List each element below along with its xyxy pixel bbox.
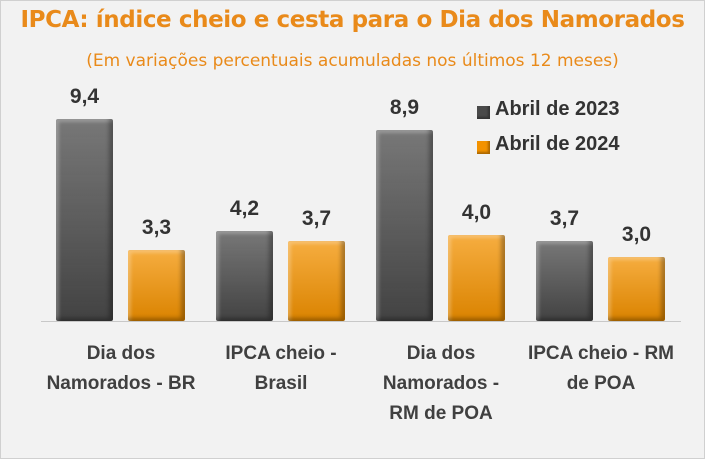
- bar: [288, 241, 345, 321]
- value-label: 3,7: [549, 207, 580, 231]
- bar: [128, 250, 185, 321]
- bar: [608, 256, 665, 321]
- baseline: [41, 321, 681, 322]
- bar: [376, 129, 433, 321]
- value-label: 3,7: [301, 207, 332, 231]
- x-tick-label: IPCA cheio - RM de POA: [527, 343, 675, 394]
- legend-swatch: [477, 106, 490, 119]
- x-tick-label: Dia dos Namorados - BR: [46, 343, 196, 394]
- x-tick-label: Dia dos Namorados - RM de POA: [382, 343, 500, 424]
- bar: [536, 241, 593, 321]
- chart-subtitle: (Em variações percentuais acumuladas nos…: [86, 51, 619, 71]
- value-label: 4,2: [229, 196, 260, 220]
- value-label: 8,9: [389, 95, 420, 119]
- bar: [448, 235, 505, 321]
- value-label: 4,0: [461, 201, 492, 224]
- bar: [56, 118, 113, 321]
- legend-label: Abril de 2024: [495, 133, 620, 155]
- bar: [216, 230, 273, 321]
- value-label: 9,4: [69, 84, 100, 108]
- legend-swatch: [477, 141, 490, 154]
- chart-title: IPCA: índice cheio e cesta para o Dia do…: [20, 7, 685, 33]
- value-label: 3,3: [141, 216, 172, 240]
- x-tick-label: IPCA cheio - Brasil: [225, 343, 337, 394]
- value-label: 3,0: [621, 222, 652, 246]
- legend-label: Abril de 2023: [495, 98, 620, 120]
